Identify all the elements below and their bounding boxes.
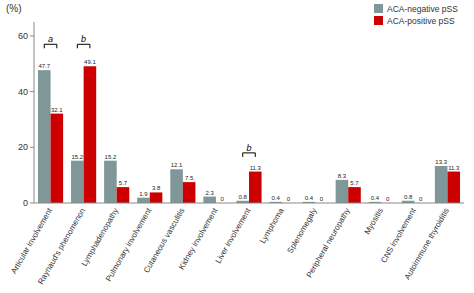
- data-label: 0.8: [239, 194, 248, 200]
- bar: [51, 114, 64, 203]
- data-label: 0: [386, 196, 390, 202]
- y-tick-label: 0: [23, 198, 28, 208]
- bar: [203, 197, 216, 203]
- bar: [336, 180, 349, 203]
- bracket: [243, 153, 256, 157]
- data-label: 7.5: [185, 175, 194, 181]
- annotation: b: [81, 34, 86, 44]
- annotation: b: [246, 143, 251, 153]
- bar: [38, 70, 51, 203]
- y-tick: [30, 91, 34, 92]
- y-tick-label: 60: [18, 31, 28, 41]
- bar: [249, 172, 262, 203]
- x-tick-label: Autoimmune thyroiditis: [403, 207, 451, 282]
- y-tick: [30, 35, 34, 36]
- x-tick-label: Peripheral neuropathy: [305, 207, 352, 280]
- data-label: 1.9: [139, 191, 148, 197]
- y-tick: [30, 147, 34, 148]
- data-label: 47.7: [38, 63, 50, 69]
- x-tick-label: Lymphoma: [258, 206, 286, 245]
- data-label: 49.1: [84, 59, 96, 65]
- data-label: 2.3: [205, 190, 214, 196]
- legend-swatch: [374, 16, 383, 25]
- x-tick-label: Raynaud's phenomenon: [36, 207, 87, 286]
- x-tick-label: CNS involvement: [379, 206, 418, 265]
- data-label: 0.4: [305, 195, 314, 201]
- data-label: 0: [221, 196, 225, 202]
- data-label: 32.1: [51, 107, 63, 113]
- legend-label: ACA-positive pSS: [387, 16, 455, 26]
- bar: [435, 166, 448, 203]
- y-tick: [30, 203, 34, 204]
- x-tick-label: Splenomegaly: [286, 207, 319, 255]
- bar: [117, 187, 130, 203]
- x-tick-label: Liver involvement: [214, 206, 253, 265]
- bracket: [77, 44, 90, 48]
- x-axis-line: [34, 203, 464, 204]
- data-label: 5.7: [350, 180, 359, 186]
- bracket: [44, 44, 57, 48]
- data-label: 15.2: [105, 154, 117, 160]
- annotation: a: [48, 34, 53, 44]
- bar: [170, 169, 183, 203]
- bar: [137, 198, 150, 203]
- legend-label: ACA-negative pSS: [387, 4, 458, 14]
- y-tick-label: 40: [18, 87, 28, 97]
- data-label: 3.8: [152, 185, 161, 191]
- bar: [183, 182, 196, 203]
- data-label: 0: [419, 196, 423, 202]
- bar: [71, 161, 84, 203]
- y-tick-label: 20: [18, 142, 28, 152]
- data-label: 13.3: [435, 159, 447, 165]
- y-axis-line: [34, 22, 35, 203]
- bar: [84, 66, 97, 203]
- data-label: 11.3: [448, 165, 460, 171]
- x-tick-label: Myositis: [363, 207, 385, 237]
- legend-swatch: [374, 4, 383, 13]
- bar: [104, 161, 117, 203]
- data-label: 0: [320, 196, 324, 202]
- bars: [38, 66, 460, 203]
- data-label: 8.3: [338, 173, 347, 179]
- legend: ACA-negative pSS ACA-positive pSS: [374, 4, 458, 26]
- chart: 47.7 15.2 15.2 1.9 12.1 2.3 0.8 0.4 0.4 8.3 0.4 0.8…: [0, 0, 474, 293]
- data-label: 5.7: [119, 180, 128, 186]
- data-label: 15.2: [71, 154, 83, 160]
- data-label: 0.4: [272, 195, 281, 201]
- data-label: 11.3: [250, 165, 262, 171]
- bar: [150, 192, 163, 203]
- data-label: 0.8: [404, 194, 413, 200]
- data-label: 0.4: [371, 195, 380, 201]
- y-axis-label: (%): [6, 3, 22, 14]
- bar: [348, 187, 361, 203]
- data-label: 0: [287, 196, 291, 202]
- bar: [447, 172, 460, 203]
- x-tick-label: Lymphadenopathy: [80, 207, 121, 268]
- data-label: 12.1: [171, 162, 183, 168]
